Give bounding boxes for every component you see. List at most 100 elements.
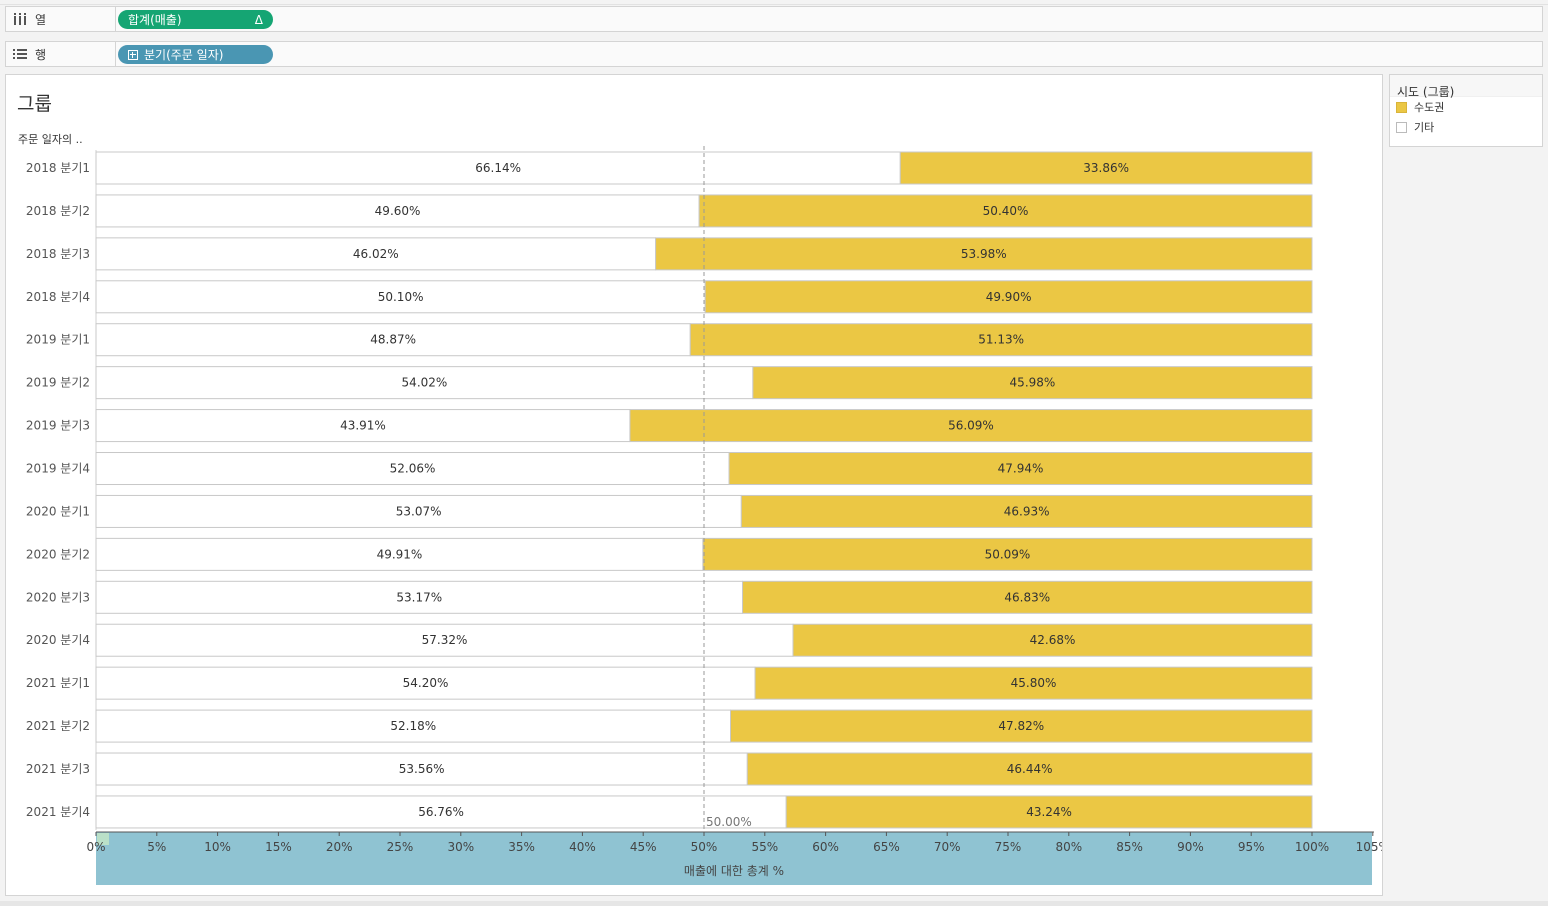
row-label[interactable]: 2021 분기4 <box>26 805 90 819</box>
bar-other[interactable] <box>95 494 742 528</box>
x-tick-label: 45% <box>630 840 657 854</box>
bar-capital[interactable] <box>752 366 1313 400</box>
expand-icon[interactable] <box>128 49 138 60</box>
row-label[interactable]: 2021 분기3 <box>26 762 90 776</box>
rows-icon <box>13 49 27 59</box>
row-label[interactable]: 2021 분기1 <box>26 676 90 690</box>
bar-other[interactable] <box>95 366 754 400</box>
row-label[interactable]: 2020 분기1 <box>26 504 90 518</box>
data-label-capital: 45.80% <box>1011 676 1057 690</box>
row-label[interactable]: 2021 분기2 <box>26 719 90 733</box>
row-label[interactable]: 2018 분기1 <box>26 161 90 175</box>
row-label[interactable]: 2018 분기3 <box>26 247 90 261</box>
data-label-other: 54.20% <box>403 676 449 690</box>
row-label[interactable]: 2019 분기1 <box>26 333 90 347</box>
bar-other[interactable] <box>95 237 657 271</box>
bar-other[interactable] <box>95 580 744 614</box>
bar-capital[interactable] <box>698 194 1313 228</box>
data-label-other: 53.17% <box>396 590 442 604</box>
data-label-other: 53.56% <box>399 762 445 776</box>
row-label[interactable]: 2019 분기2 <box>26 376 90 390</box>
axis-handle-icon[interactable] <box>97 833 109 845</box>
row-label[interactable]: 2020 분기4 <box>26 633 90 647</box>
columns-shelf[interactable]: 열 합계(매출) Δ <box>5 6 1543 32</box>
x-tick-label: 35% <box>508 840 535 854</box>
data-label-other: 53.07% <box>396 504 442 518</box>
sum-sales-pill-text: 합계(매출) <box>128 13 182 27</box>
data-label-capital: 46.83% <box>1004 590 1050 604</box>
bar-capital[interactable] <box>742 580 1313 614</box>
bar-capital[interactable] <box>629 409 1313 443</box>
x-tick-label: 85% <box>1116 840 1143 854</box>
bar-other[interactable] <box>95 452 730 486</box>
data-label-capital: 56.09% <box>948 419 994 433</box>
legend-item-capital[interactable]: 수도권 <box>1390 97 1542 117</box>
legend-label-other: 기타 <box>1414 121 1435 134</box>
data-label-other: 49.60% <box>375 204 421 218</box>
row-label[interactable]: 2018 분기4 <box>26 290 90 304</box>
quarter-pill-text: 분기(주문 일자) <box>144 48 224 62</box>
row-label[interactable]: 2020 분기2 <box>26 547 90 561</box>
data-label-capital: 46.44% <box>1007 762 1053 776</box>
bar-capital[interactable] <box>702 537 1313 571</box>
bar-capital[interactable] <box>730 709 1313 743</box>
data-label-other: 50.10% <box>378 290 424 304</box>
bar-capital[interactable] <box>899 151 1313 185</box>
row-label[interactable]: 2019 분기4 <box>26 462 90 476</box>
x-tick-label: 95% <box>1238 840 1265 854</box>
columns-label-text: 열 <box>35 12 47 27</box>
bar-capital[interactable] <box>746 752 1313 786</box>
stacked-bar-chart: 2018 분기1 66.14% 33.86% 2018 분기2 49.60% 50.40%… <box>26 146 1382 885</box>
data-label-capital: 47.94% <box>998 462 1044 476</box>
bar-capital[interactable] <box>792 623 1313 657</box>
data-label-other: 49.91% <box>377 547 423 561</box>
legend-item-other[interactable]: 기타 <box>1390 117 1542 137</box>
x-tick-label: 65% <box>873 840 900 854</box>
bar-capital[interactable] <box>728 452 1313 486</box>
visualization-panel: 그룹 주문 일자의 .. 2018 분기1 66.14% 33.86% 2018 분기… <box>5 74 1383 896</box>
x-tick-label: 105% <box>1356 840 1382 854</box>
row-field-header[interactable]: 주문 일자의 .. <box>18 133 83 146</box>
data-label-other: 52.18% <box>390 719 436 733</box>
x-tick-label: 75% <box>995 840 1022 854</box>
data-label-capital: 53.98% <box>961 247 1007 261</box>
data-label-other: 43.91% <box>340 419 386 433</box>
data-label-other: 57.32% <box>422 633 468 647</box>
data-label-capital: 46.93% <box>1004 504 1050 518</box>
bar-capital[interactable] <box>740 494 1313 528</box>
bar-other[interactable] <box>95 537 704 571</box>
row-label[interactable]: 2018 분기2 <box>26 204 90 218</box>
bar-other[interactable] <box>95 280 706 314</box>
data-label-other: 52.06% <box>390 462 436 476</box>
x-tick-label: 40% <box>569 840 596 854</box>
bar-capital[interactable] <box>655 237 1313 271</box>
x-tick-label: 60% <box>812 840 839 854</box>
x-tick-label: 15% <box>265 840 292 854</box>
x-axis-band[interactable] <box>96 832 1372 885</box>
row-label[interactable]: 2019 분기3 <box>26 419 90 433</box>
legend-title: 시도 (그룹) <box>1390 75 1542 99</box>
bar-other[interactable] <box>95 323 691 357</box>
row-label[interactable]: 2020 분기3 <box>26 590 90 604</box>
x-tick-label: 5% <box>147 840 166 854</box>
reference-line-label: 50.00% <box>706 815 752 829</box>
bar-capital[interactable] <box>785 795 1313 829</box>
bar-other[interactable] <box>95 409 631 443</box>
x-tick-label: 70% <box>934 840 961 854</box>
bar-capital[interactable] <box>704 280 1313 314</box>
bar-other[interactable] <box>95 709 732 743</box>
data-label-other: 54.02% <box>402 376 448 390</box>
x-tick-label: 50% <box>691 840 718 854</box>
rows-shelf[interactable]: 행 분기(주문 일자) <box>5 41 1543 67</box>
bar-capital[interactable] <box>754 666 1313 700</box>
x-tick-label: 55% <box>751 840 778 854</box>
data-label-capital: 51.13% <box>978 333 1024 347</box>
x-tick-label: 25% <box>387 840 414 854</box>
legend-swatch-capital <box>1396 101 1407 113</box>
bar-other[interactable] <box>95 151 901 185</box>
x-axis-title[interactable]: 매출에 대한 총계 % <box>684 864 784 878</box>
sheet-title: 그룹 <box>17 93 52 115</box>
bar-capital[interactable] <box>689 323 1313 357</box>
quarter-order-date-pill[interactable]: 분기(주문 일자) <box>118 45 273 64</box>
sum-sales-pill[interactable]: 합계(매출) Δ <box>118 10 273 29</box>
